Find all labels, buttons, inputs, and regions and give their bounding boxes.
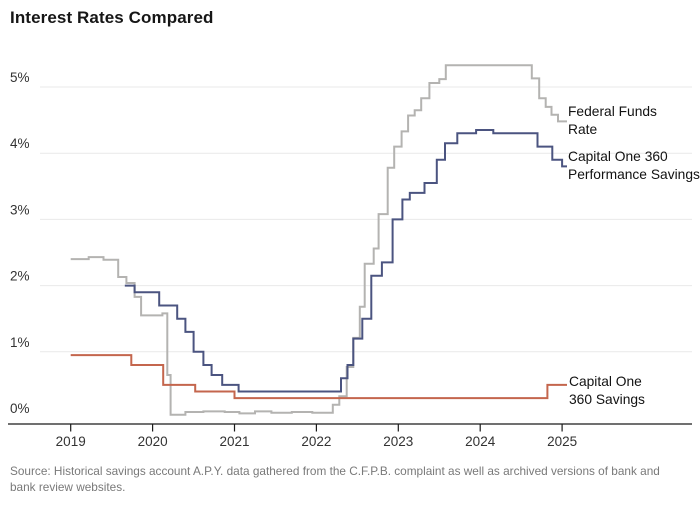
x-tick-label-2023: 2023 (383, 434, 413, 449)
y-tick-label-1%: 1% (10, 335, 30, 350)
x-tick-label-2022: 2022 (301, 434, 331, 449)
series-line-fed_funds (70, 64, 567, 416)
x-tick-label-2021: 2021 (219, 434, 249, 449)
source-note: Source: Historical savings account A.P.Y… (10, 464, 660, 494)
y-tick-label-5%: 5% (10, 70, 30, 85)
series-line-performance_savings (124, 129, 567, 393)
series-label-savings_360: Capital One 360 Savings (569, 374, 645, 407)
y-tick-label-2%: 2% (10, 269, 30, 284)
y-tick-label-3%: 3% (10, 202, 30, 217)
series-line-savings_360 (70, 354, 567, 400)
series-label-fed_funds: Federal Funds Rate (568, 104, 657, 137)
y-tick-label-0%: 0% (10, 401, 30, 416)
series-label-performance_savings: Capital One 360 Performance Savings (568, 149, 700, 182)
y-tick-label-4%: 4% (10, 136, 30, 151)
chart-title: Interest Rates Compared (10, 8, 214, 27)
interest-rates-line-chart: 0% 1% 2% 3% 4% 5% 2019 2020 2021 2022 2023 2024 2025… (8, 64, 700, 449)
x-tick-label-2019: 2019 (56, 434, 86, 449)
x-tick-label-2025: 2025 (547, 434, 577, 449)
x-tick-label-2024: 2024 (465, 434, 496, 449)
x-tick-label-2020: 2020 (138, 434, 168, 449)
